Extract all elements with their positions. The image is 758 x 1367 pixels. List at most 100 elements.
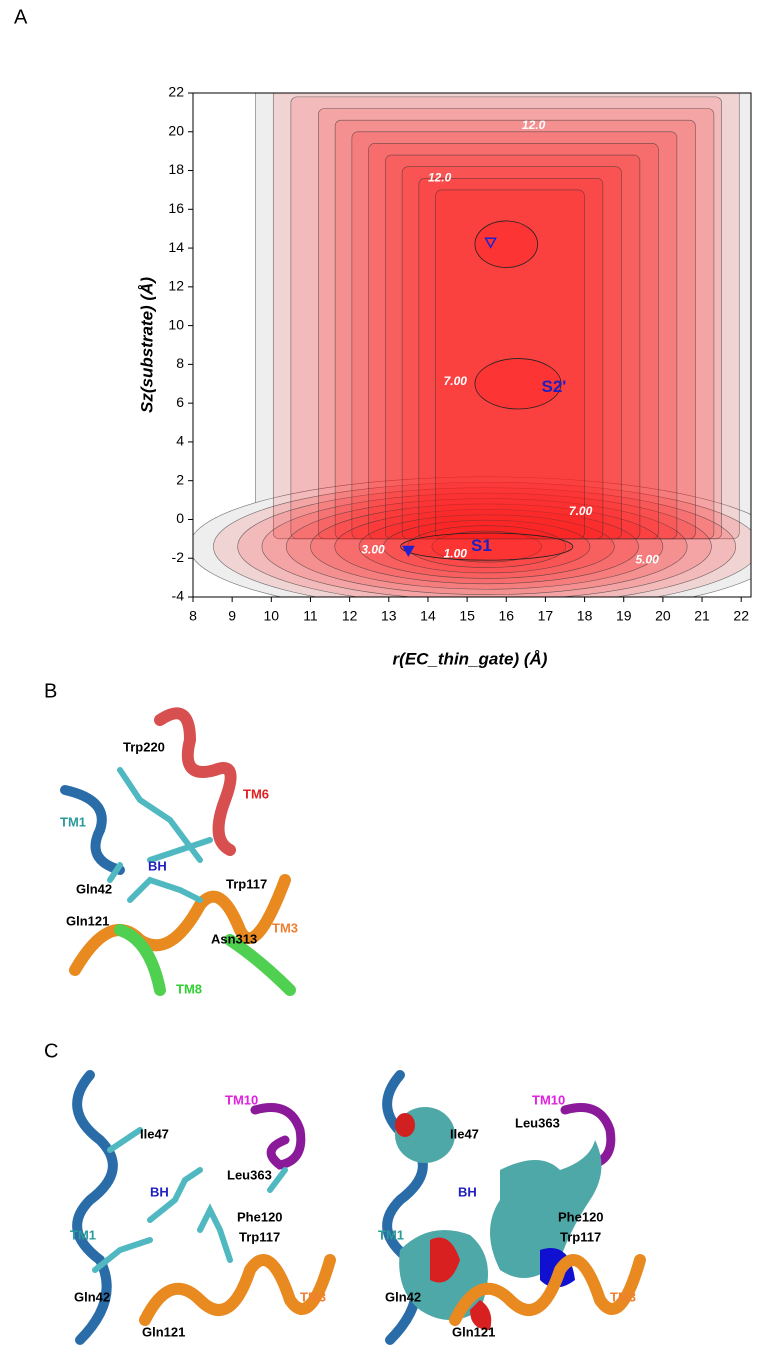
residue-label: Trp117 [239, 1229, 280, 1244]
x-tick-label: 17 [538, 608, 554, 624]
x-tick-label: 13 [381, 608, 397, 624]
molecule-c-left [72, 1070, 336, 1345]
helix-label: TM8 [176, 981, 202, 996]
y-tick-label: 22 [168, 84, 184, 100]
contour-band [431, 530, 542, 563]
contour-annotation: 12.0 [428, 170, 452, 184]
contour-annotation: S2' [542, 377, 567, 396]
y-tick-label: 14 [168, 239, 184, 255]
x-tick-label: 21 [694, 608, 710, 624]
contour-band [358, 514, 615, 579]
y-tick-label: 4 [176, 433, 184, 449]
contour-band [285, 498, 688, 595]
x-tick-label: 8 [189, 608, 197, 624]
x-tick-label: 18 [577, 608, 593, 624]
contour-level [383, 166, 622, 574]
contour-annotation: S1 [471, 536, 492, 555]
y-tick-label: 2 [176, 471, 184, 487]
residue-label: Leu363 [515, 1115, 560, 1130]
contour-level [431, 189, 585, 563]
minimum-marker [484, 237, 497, 249]
helix-label: TM1 [378, 1227, 404, 1242]
panel-label: C [44, 1040, 58, 1062]
ligand-label: BH [458, 1184, 477, 1199]
helix-label: TM3 [272, 920, 298, 935]
x-tick-label: 16 [498, 608, 514, 624]
helix-label: TM1 [60, 814, 86, 829]
contour-level [310, 131, 678, 590]
helix-label: TM10 [532, 1092, 565, 1107]
x-tick-label: 19 [616, 608, 632, 624]
y-tick-label: -4 [172, 588, 185, 604]
contour-band [310, 503, 664, 590]
contour-band [383, 519, 591, 574]
contour-band [334, 509, 639, 585]
y-tick-label: 0 [176, 510, 184, 526]
contour-annotation: 1.00 [444, 547, 468, 561]
contour-annotation: 5.00 [635, 552, 659, 566]
x-tick-label: 12 [342, 608, 358, 624]
y-tick-label: 6 [176, 394, 184, 410]
contour-band [400, 532, 574, 561]
residue-label: Asn313 [211, 931, 257, 946]
y-axis-label: Sz(substrate) (Å) [137, 277, 156, 413]
contour-level [334, 143, 659, 585]
helix-label: TM10 [225, 1092, 258, 1107]
residue-label: Ile47 [140, 1126, 169, 1141]
y-tick-label: 12 [168, 278, 184, 294]
ligand-label: BH [148, 858, 167, 873]
residue-label: Phe120 [237, 1209, 283, 1224]
molecule-c-right [382, 1070, 646, 1345]
contour-band [474, 358, 562, 410]
contour-band [474, 220, 538, 268]
x-tick-label: 14 [420, 608, 436, 624]
contour-level [213, 93, 751, 597]
residue-label: Gln121 [66, 913, 109, 928]
x-axis-label: r(EC_thin_gate) (Å) [393, 649, 548, 668]
minimum-marker [402, 545, 415, 558]
residue-label: Phe120 [558, 1209, 604, 1224]
helix-label: TM3 [610, 1289, 636, 1304]
y-tick-label: 10 [168, 316, 184, 332]
plot-frame [192, 92, 752, 598]
y-tick-label: 18 [168, 161, 184, 177]
molecule-b [60, 707, 296, 996]
residue-label: Gln121 [452, 1324, 495, 1339]
x-tick-label: 15 [459, 608, 475, 624]
y-tick-label: -2 [172, 549, 185, 565]
contour-annotation: 7.00 [444, 374, 468, 388]
contour-area [193, 93, 751, 597]
panel-label: A [14, 6, 28, 28]
residue-label: Trp220 [123, 739, 165, 754]
helix-label: TM3 [300, 1289, 326, 1304]
contour-band [213, 481, 751, 597]
contour-level [261, 108, 715, 597]
x-tick-label: 22 [733, 608, 749, 624]
x-tick-label: 20 [655, 608, 671, 624]
residue-label: Gln42 [385, 1289, 421, 1304]
contour-level [285, 119, 696, 595]
contour-annotation: 7.00 [569, 504, 593, 518]
x-tick-label: 11 [303, 608, 318, 624]
residue-label: Gln42 [76, 881, 112, 896]
ligand-label: BH [150, 1184, 169, 1199]
contour-level [358, 154, 641, 579]
contour-level [237, 96, 736, 597]
residue-label: Leu363 [227, 1167, 272, 1182]
contour-annotation: 3.00 [361, 543, 385, 557]
residue-label: Gln42 [74, 1289, 110, 1304]
helix-label: TM1 [70, 1227, 96, 1242]
residue-label: Trp117 [560, 1229, 601, 1244]
panel-label: B [44, 680, 57, 702]
contour-band [435, 189, 585, 540]
contour-band [261, 492, 712, 597]
y-tick-label: 20 [168, 122, 184, 138]
residue-label: Trp117 [226, 876, 267, 891]
helix-label: TM6 [243, 786, 269, 801]
contour-annotation: 12.0 [522, 118, 546, 132]
y-tick-label: 8 [176, 355, 184, 371]
x-tick-label: 9 [228, 608, 236, 624]
y-tick-label: 16 [168, 200, 184, 216]
x-tick-label: 10 [264, 608, 280, 624]
